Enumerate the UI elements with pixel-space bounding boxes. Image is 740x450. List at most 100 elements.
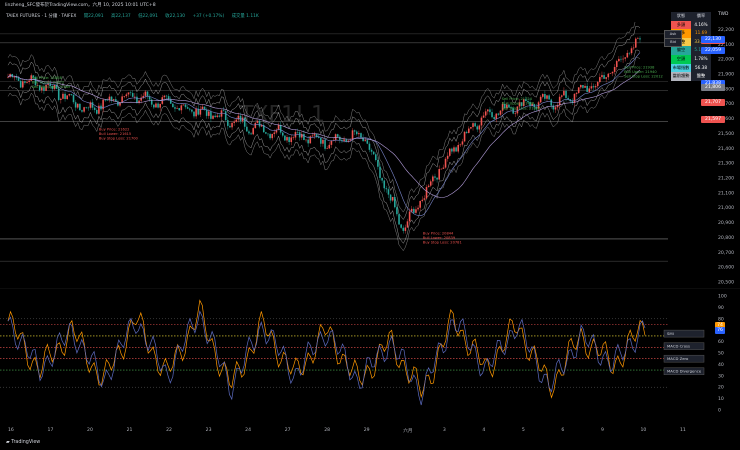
candle-body <box>127 92 130 95</box>
candle-body <box>265 132 267 134</box>
price-axis-label: 20,600 <box>718 265 734 271</box>
candle-body <box>269 134 271 139</box>
price-axis-label: 21,500 <box>718 131 734 137</box>
candle-body <box>163 95 166 98</box>
price-tag: 21,597 <box>701 115 725 123</box>
candle-body <box>594 86 597 88</box>
candle-body <box>235 119 238 122</box>
candle-body <box>131 93 134 97</box>
candle-body <box>605 77 607 79</box>
legend-box-label: MACD Cross <box>667 344 690 349</box>
panel-row-rate: 1.78% <box>691 54 711 64</box>
panel-row-status: 當前趨勢 <box>671 72 691 81</box>
candle-body <box>358 133 360 135</box>
candle-body <box>279 125 282 133</box>
candle-body <box>603 75 605 79</box>
candle-body <box>307 139 309 144</box>
legend-box: SMI <box>663 329 705 338</box>
candle-body <box>434 176 436 178</box>
candle-body <box>590 86 593 89</box>
candle-body <box>104 99 107 101</box>
candle-body <box>493 117 495 119</box>
candle-body <box>522 99 525 106</box>
candle-body <box>110 96 113 101</box>
osc-line <box>7 299 646 399</box>
candle-body <box>315 134 318 138</box>
candle-body <box>383 180 386 189</box>
candle-body <box>582 85 584 88</box>
candle-body <box>577 87 580 93</box>
candle-body <box>241 117 244 122</box>
candle-body <box>114 99 117 102</box>
price-axis-label: 22,100 <box>718 42 734 48</box>
currency-label[interactable]: TWD <box>718 12 729 17</box>
candle-body <box>476 126 479 130</box>
candle-body <box>246 126 248 132</box>
panel-row-rate: 4.16% <box>691 20 711 30</box>
candle-body <box>182 104 185 106</box>
candle-body <box>258 120 261 127</box>
candle-body <box>169 99 172 104</box>
candle-body <box>467 128 470 133</box>
candle-body <box>138 100 140 103</box>
candle-body <box>326 148 328 149</box>
price-axis-label: 21,300 <box>718 161 734 167</box>
candle-body <box>611 71 614 74</box>
candle-body <box>79 103 81 111</box>
tradingview-logo[interactable]: ▰ TradingView <box>6 440 41 445</box>
candle-body <box>510 107 512 109</box>
candle-body <box>334 134 337 141</box>
price-tag: 21,707 <box>701 99 725 107</box>
candle-body <box>448 148 451 156</box>
candle-body <box>254 122 257 129</box>
candle-body <box>584 85 586 88</box>
time-axis-label: 22 <box>166 428 172 433</box>
candle-body <box>243 117 246 127</box>
candle-body <box>95 109 98 114</box>
annotation-text: Sell Price: 21724 <box>502 97 533 101</box>
candle-body <box>379 166 381 178</box>
candle-body <box>624 57 627 59</box>
symbol-name[interactable]: TAIEX FUTURES · 1 分鐘 · TAIFEX <box>6 14 77 19</box>
candle-body <box>184 104 187 108</box>
time-axis-label: 29 <box>363 428 370 433</box>
panel-row: 市場指數 56.38 <box>671 63 711 73</box>
candle-body <box>400 224 402 228</box>
candle-body <box>451 148 453 152</box>
candle-body <box>497 113 500 115</box>
candle-body <box>364 140 367 142</box>
candle-body <box>341 139 343 142</box>
time-axis[interactable]: 16 17 20 21 22 23 24 27 28 29 六月 3 4 5 6 9 10 11 <box>0 428 740 438</box>
price-chart[interactable]: 22,200 22,100 22,000 21,900 21,800 21,700 21,6… <box>0 22 740 287</box>
candle-body <box>438 169 440 180</box>
candle-body <box>463 131 466 142</box>
osc-axis-label: 60 <box>718 339 724 345</box>
time-axis-label: 六月 <box>403 429 413 434</box>
candle-body <box>573 93 576 103</box>
candle-body <box>391 196 394 201</box>
candle-body <box>465 131 468 133</box>
oscillator-chart[interactable]: Smooth_SRSI1009080706050403020100SMIMACD… <box>0 288 740 428</box>
panel-row-status: 空頭 <box>671 54 691 64</box>
legend-box: MACD Divergence <box>663 367 705 375</box>
time-axis-label: 4 <box>482 428 486 433</box>
candle-body <box>520 102 523 106</box>
band-line <box>7 57 641 252</box>
candle-body <box>303 134 305 141</box>
candle-body <box>355 131 358 135</box>
osc-axis-label: 20 <box>718 385 724 391</box>
panel-row-rate: 盤整 <box>691 72 711 81</box>
candle-body <box>381 177 383 181</box>
price-axis-label: 21,100 <box>718 190 734 196</box>
candle-body <box>305 139 307 141</box>
candle-body <box>324 139 326 149</box>
candle-body <box>360 133 362 138</box>
candle-body <box>155 103 157 108</box>
candle-body <box>396 207 398 215</box>
legend-box-bg <box>663 367 705 375</box>
close-value: 收22,130 <box>165 14 186 19</box>
candle-body <box>461 141 464 145</box>
candle-body <box>24 81 26 83</box>
